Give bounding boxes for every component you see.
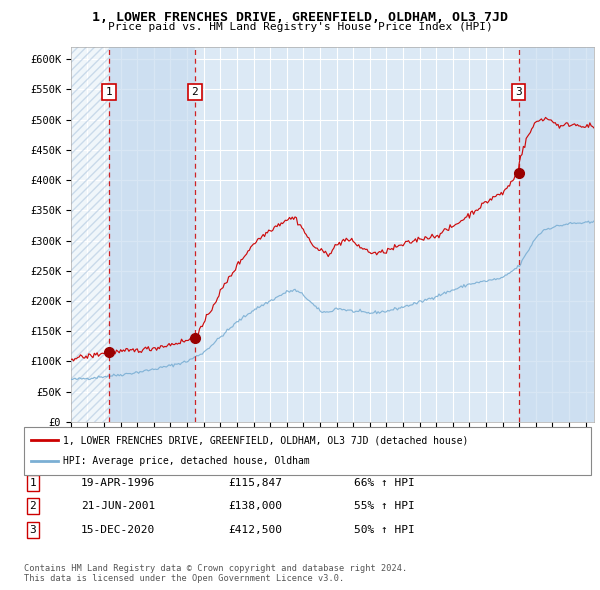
- Text: £412,500: £412,500: [228, 525, 282, 535]
- Text: 21-JUN-2001: 21-JUN-2001: [81, 502, 155, 511]
- Text: 66% ↑ HPI: 66% ↑ HPI: [354, 478, 415, 487]
- Bar: [195, 47, 518, 422]
- Bar: [518, 47, 594, 422]
- Bar: [71, 47, 109, 422]
- Text: 1: 1: [29, 478, 37, 487]
- Text: 19-APR-1996: 19-APR-1996: [81, 478, 155, 487]
- Text: 1, LOWER FRENCHES DRIVE, GREENFIELD, OLDHAM, OL3 7JD: 1, LOWER FRENCHES DRIVE, GREENFIELD, OLD…: [92, 11, 508, 24]
- Text: Contains HM Land Registry data © Crown copyright and database right 2024.
This d: Contains HM Land Registry data © Crown c…: [24, 563, 407, 583]
- Text: Price paid vs. HM Land Registry's House Price Index (HPI): Price paid vs. HM Land Registry's House …: [107, 22, 493, 32]
- Text: £138,000: £138,000: [228, 502, 282, 511]
- Bar: [109, 47, 195, 422]
- Text: 50% ↑ HPI: 50% ↑ HPI: [354, 525, 415, 535]
- Text: £115,847: £115,847: [228, 478, 282, 487]
- Text: HPI: Average price, detached house, Oldham: HPI: Average price, detached house, Oldh…: [63, 457, 310, 467]
- Text: 3: 3: [29, 525, 37, 535]
- Text: 1, LOWER FRENCHES DRIVE, GREENFIELD, OLDHAM, OL3 7JD (detached house): 1, LOWER FRENCHES DRIVE, GREENFIELD, OLD…: [63, 435, 469, 445]
- Text: 2: 2: [191, 87, 198, 97]
- Bar: [71, 47, 109, 422]
- Text: 55% ↑ HPI: 55% ↑ HPI: [354, 502, 415, 511]
- Text: 15-DEC-2020: 15-DEC-2020: [81, 525, 155, 535]
- Text: 2: 2: [29, 502, 37, 511]
- Text: 3: 3: [515, 87, 522, 97]
- Text: 1: 1: [106, 87, 112, 97]
